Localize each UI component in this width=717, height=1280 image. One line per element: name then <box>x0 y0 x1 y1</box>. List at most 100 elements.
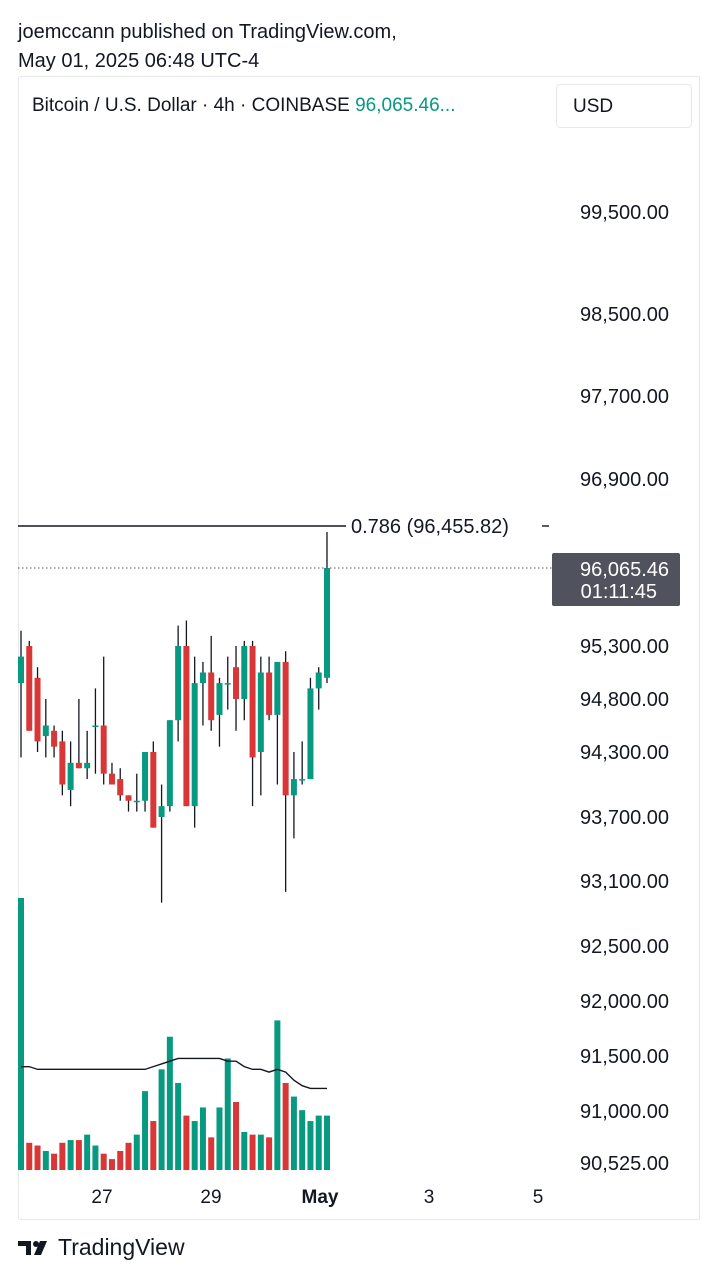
candle-body <box>290 779 297 796</box>
x-tick-label: 3 <box>424 1187 435 1208</box>
candle-body <box>34 677 41 742</box>
volume-bar <box>208 1137 215 1170</box>
candle-body <box>142 752 149 801</box>
last-price-value: 96,065.46 <box>580 559 669 581</box>
bar-countdown: 01:11:45 <box>581 581 657 603</box>
candle-body <box>84 762 91 769</box>
candle-body <box>67 762 74 790</box>
y-tick-label: 94,800.00 <box>580 689 669 711</box>
candle-body <box>199 672 206 684</box>
candle-body <box>307 688 314 780</box>
y-tick-label: 98,500.00 <box>580 304 669 326</box>
volume-bar <box>216 1107 223 1170</box>
tradingview-brand: TradingView <box>58 1234 185 1260</box>
volume-bar <box>125 1142 132 1170</box>
y-tick-label: 90,525.00 <box>580 1153 669 1175</box>
volume-bar <box>18 898 24 1170</box>
volume-bar <box>42 1150 49 1170</box>
chart-legend[interactable]: Bitcoin / U.S. Dollar · 4h · COINBASE 96… <box>32 95 455 117</box>
candle-body <box>257 672 264 752</box>
x-tick-label: May <box>302 1187 339 1208</box>
candle-body <box>75 762 82 769</box>
y-tick-label: 99,500.00 <box>580 202 669 224</box>
candle-body <box>224 683 231 685</box>
candle-body <box>249 646 256 758</box>
volume-bar <box>51 1153 58 1170</box>
volume-bar <box>117 1150 124 1170</box>
volume-bar <box>323 1115 330 1170</box>
y-tick-label: 93,100.00 <box>580 871 669 893</box>
candle-body <box>158 806 165 817</box>
candle-body <box>125 795 132 801</box>
y-tick-label: 97,700.00 <box>580 386 669 408</box>
volume-bar <box>299 1110 306 1170</box>
volume-bar <box>75 1140 82 1170</box>
volume-bar <box>249 1134 256 1170</box>
candle-body <box>282 661 289 796</box>
volume-bar <box>92 1145 99 1170</box>
candle-body <box>133 800 140 803</box>
volume-bar <box>175 1082 182 1170</box>
candle-body <box>299 779 306 781</box>
volume-bar <box>191 1121 198 1170</box>
y-tick-label: 92,000.00 <box>580 991 669 1013</box>
candle-body <box>59 741 66 785</box>
candle-body <box>108 773 115 785</box>
volume-bar <box>142 1091 149 1170</box>
volume-bar <box>133 1134 140 1170</box>
volume-bar <box>224 1058 231 1170</box>
volume-bar <box>307 1121 314 1170</box>
volume-bar <box>241 1131 248 1170</box>
candle-body <box>233 667 240 699</box>
candle-body <box>315 672 322 689</box>
candle-body <box>117 779 124 796</box>
candle-body <box>42 725 49 737</box>
volume-bar <box>233 1102 240 1170</box>
volume-bar <box>158 1069 165 1170</box>
y-tick-label: 92,500.00 <box>580 936 669 958</box>
volume-bar <box>150 1121 157 1170</box>
volume-bar <box>274 1020 281 1170</box>
tradingview-footer: TradingView <box>18 1234 185 1261</box>
y-tick-label: 93,700.00 <box>580 807 669 829</box>
volume-bar <box>282 1082 289 1170</box>
candle-body <box>18 656 24 684</box>
candle-body <box>26 646 33 731</box>
candle-body <box>166 720 173 807</box>
candle-body <box>92 725 99 727</box>
volume-bar <box>67 1140 74 1170</box>
fib-level-label: 0.786 (96,455.82) <box>351 516 509 538</box>
x-tick-label: 29 <box>200 1187 221 1208</box>
candle-body <box>150 752 157 828</box>
publication-date-line: May 01, 2025 06:48 UTC-4 <box>18 50 260 72</box>
volume-bar <box>199 1107 206 1170</box>
volume-bar <box>100 1153 107 1170</box>
volume-bar <box>59 1142 66 1170</box>
x-tick-label: 5 <box>533 1187 544 1208</box>
volume-bar <box>166 1036 173 1170</box>
y-tick-label: 95,300.00 <box>580 636 669 658</box>
y-tick-label: 91,500.00 <box>580 1046 669 1068</box>
volume-bar <box>183 1115 190 1170</box>
y-tick-label: 91,000.00 <box>580 1101 669 1123</box>
volume-bar <box>315 1115 322 1170</box>
candle-body <box>191 683 198 807</box>
symbol-description: Bitcoin / U.S. Dollar · 4h · COINBASE <box>32 95 350 116</box>
volume-bar <box>108 1159 115 1170</box>
y-tick-label: 96,900.00 <box>580 469 669 491</box>
volume-bar <box>290 1096 297 1170</box>
volume-bar <box>84 1134 91 1170</box>
candle-body <box>100 725 107 774</box>
candle-body <box>323 568 330 678</box>
candle-body <box>274 661 281 715</box>
currency-button[interactable]: USD <box>556 84 692 128</box>
tradingview-logo-icon <box>18 1240 47 1255</box>
candle-body <box>266 672 273 715</box>
candle-body <box>183 646 190 807</box>
candle-body <box>175 646 182 721</box>
candle-body <box>51 730 58 747</box>
publication-info: joemccann published on TradingView.com, … <box>18 18 397 76</box>
volume-bar <box>34 1145 41 1170</box>
y-tick-label: 94,300.00 <box>580 742 669 764</box>
